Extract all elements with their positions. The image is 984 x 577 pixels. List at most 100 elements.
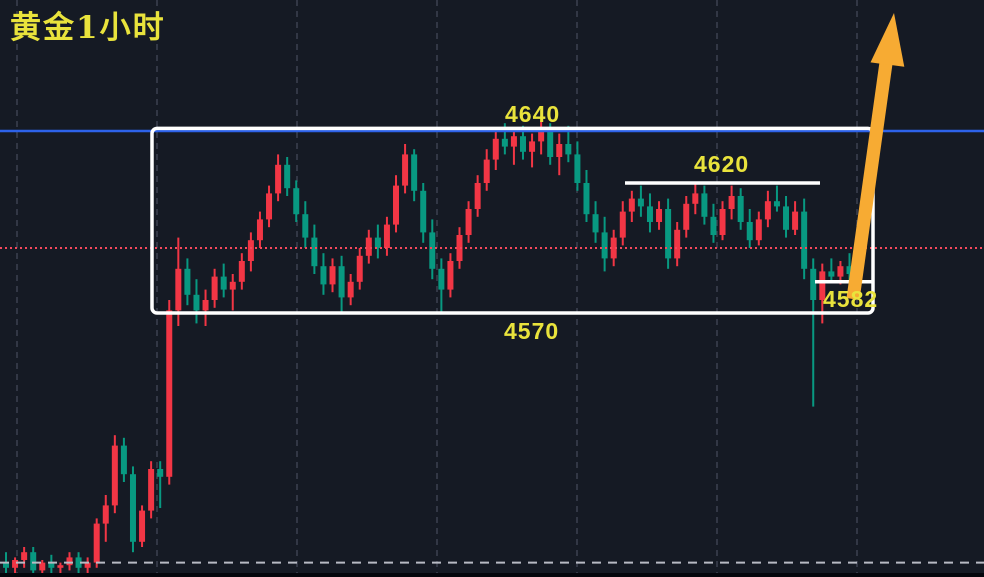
candle-body [519,136,526,152]
candle-wick [231,274,234,311]
candle-wick [775,185,778,212]
candle-body [474,183,481,209]
candle-body [21,552,28,560]
candle-body [465,209,472,235]
candle-body [846,266,853,274]
candle-body [792,211,799,230]
candle-body [411,154,418,191]
candle-body [538,128,545,142]
candle-body [157,469,164,477]
price-label-4640: 4640 [505,101,561,127]
candle-body [129,474,136,542]
candle-body [556,144,563,157]
candle-body [193,294,200,311]
candle-wick [512,131,515,165]
candle-body [111,445,118,506]
candle-body [12,560,19,568]
candle-body [148,469,155,511]
candle-body [683,203,690,230]
candle-body [574,154,581,183]
candle-body [665,209,672,259]
candle-body [57,565,64,568]
candle-body [338,266,345,298]
up-arrow [846,13,905,300]
candle-body [619,211,626,238]
window-bottom-edge [0,573,984,577]
candle-body [656,209,663,222]
candle-wick [59,562,62,577]
candle-body [84,562,91,568]
candle-body [565,144,572,155]
candle-body [320,266,327,285]
candle-body [229,281,236,290]
candle-body [93,523,100,563]
candle-body [402,154,409,186]
candle-body [583,183,590,215]
candle-body [139,510,146,542]
candle-body [429,232,436,269]
candle-body [728,196,735,209]
candle-body [529,141,536,152]
candle-body [719,209,726,235]
candle-body [356,255,363,282]
candle-body [420,190,427,233]
chart-title: 黄金1小时 [10,10,166,46]
candle-wick [830,258,833,282]
candle-body [175,268,182,311]
price-label-4620: 4620 [694,151,750,177]
candle-body [547,128,554,157]
candle-body [48,562,55,568]
candle-body [284,164,291,189]
candle-body [211,276,218,300]
candle-body [365,237,372,256]
candle-body [710,216,717,235]
up-arrow-shaft [846,62,893,300]
candle-body [492,138,499,160]
candle-body [510,136,517,147]
candle-wick [159,461,162,508]
candle-body [275,164,282,194]
candle-body [347,281,354,298]
candle-body [266,193,273,220]
candle-wick [812,258,815,407]
candle-body [755,219,762,241]
candle-body [311,237,318,267]
price-label-4582: 4582 [823,286,879,312]
candle-body [501,138,508,147]
candle-body [75,557,82,568]
candle-body [374,237,381,248]
candle-body [628,198,635,212]
candle-body [393,185,400,225]
candle-body [66,557,73,566]
candle-body [256,219,263,241]
candle-body [592,214,599,233]
candle-body [247,240,254,261]
candle-body [383,224,390,248]
candle-body [456,235,463,261]
candle-body [220,276,227,290]
candle-body [30,552,37,571]
candle-body [610,237,617,259]
candle-body [166,310,173,477]
candle-body [764,201,771,220]
up-arrow-head [870,13,905,67]
candle-body [801,211,808,269]
candle-body [329,266,336,285]
candle-body [737,196,744,222]
candle-body [483,159,490,183]
candle-body [120,445,127,475]
candle-body [438,268,445,290]
candle-body [637,198,644,207]
candle-body [810,268,817,300]
range-box [150,126,875,315]
candle-body [39,562,46,571]
price-label-4570: 4570 [504,318,560,344]
candle-body [184,268,191,295]
candle-body [601,232,608,259]
candle-body [783,206,790,230]
candle-body [102,505,109,524]
candle-body [3,562,9,568]
candle-body [828,271,835,277]
